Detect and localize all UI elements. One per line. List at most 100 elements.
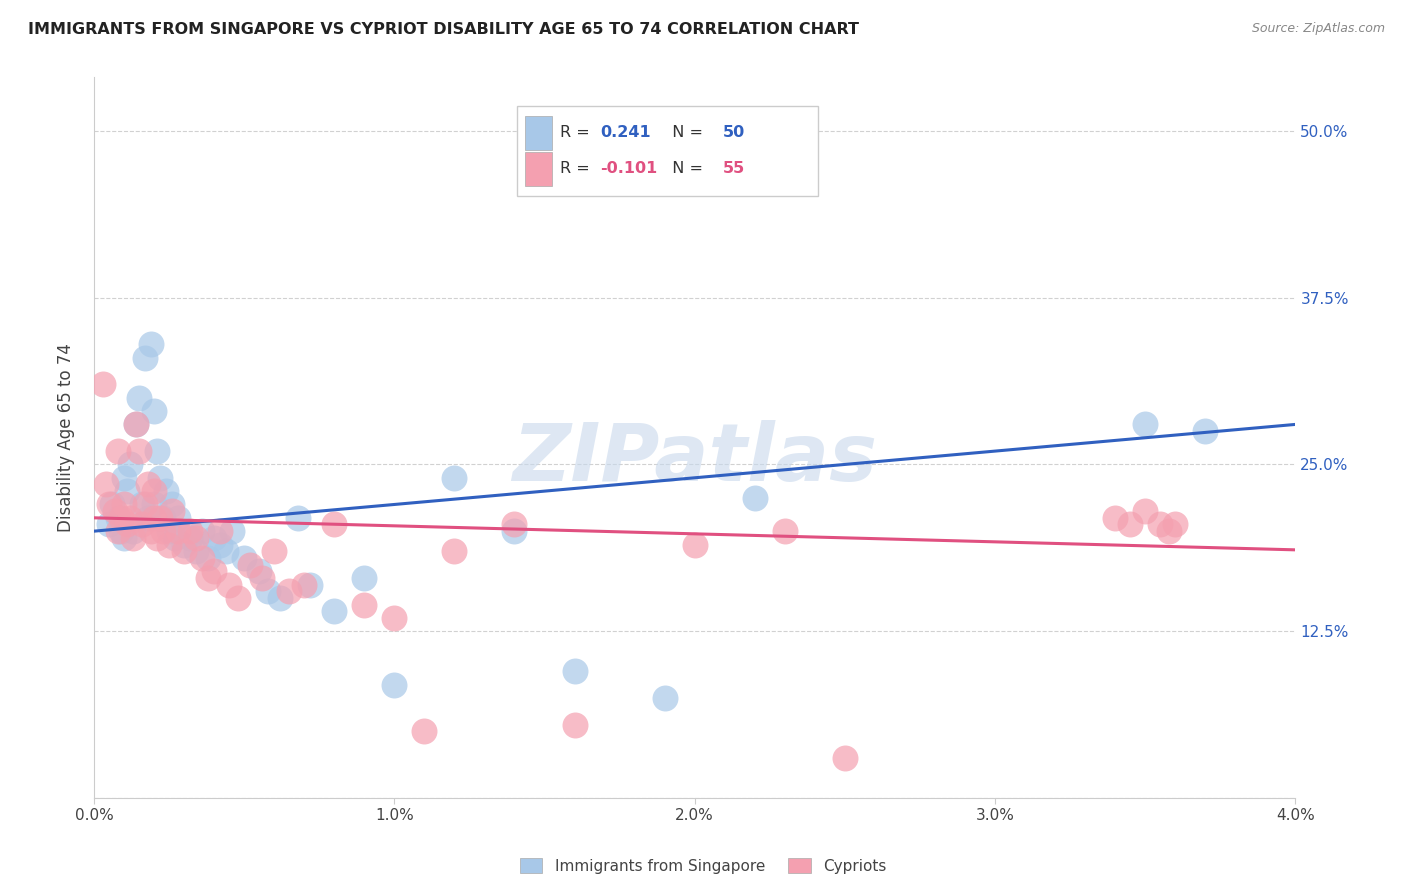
Point [160,504,183,518]
Point [134,498,156,512]
Point [247,564,270,578]
Point [146,444,169,458]
Point [443,544,465,558]
Point [112,471,135,485]
Point [152,511,174,525]
Point [239,558,262,572]
Legend: Immigrants from Singapore, Cypriots: Immigrants from Singapore, Cypriots [513,852,893,880]
Point [146,531,169,545]
Point [269,591,291,605]
Point [110,511,132,525]
Point [112,531,135,545]
Point [143,484,166,499]
Point [157,524,180,538]
Point [139,337,162,351]
Point [91,377,114,392]
Point [773,524,796,538]
Point [184,544,207,558]
FancyBboxPatch shape [526,152,551,186]
Point [197,550,219,565]
Point [155,484,177,499]
Point [97,517,120,532]
Point [1149,517,1171,532]
Point [125,417,148,432]
Point [112,498,135,512]
Point [202,564,225,578]
Point [744,491,766,505]
Point [143,498,166,512]
Point [125,417,148,432]
Point [1159,524,1181,538]
Point [382,611,405,625]
Point [107,444,129,458]
Point [131,498,153,512]
Point [152,524,174,538]
Point [118,458,141,472]
Y-axis label: Disability Age 65 to 74: Disability Age 65 to 74 [58,343,75,533]
Point [101,498,124,512]
Text: 50: 50 [723,126,745,140]
Point [157,537,180,551]
Point [443,471,465,485]
Point [191,524,214,538]
Point [191,550,214,565]
Point [160,498,183,512]
Point [413,724,436,739]
Point [107,524,129,538]
Text: IMMIGRANTS FROM SINGAPORE VS CYPRIOT DISABILITY AGE 65 TO 74 CORRELATION CHART: IMMIGRANTS FROM SINGAPORE VS CYPRIOT DIS… [28,22,859,37]
Point [173,537,195,551]
Point [215,544,238,558]
Point [149,471,172,485]
FancyBboxPatch shape [526,116,551,150]
Point [104,504,127,518]
Point [1135,504,1157,518]
Point [128,391,150,405]
Point [654,690,676,705]
Point [179,531,201,545]
Point [167,524,190,538]
Text: N =: N = [662,161,709,177]
Point [1135,417,1157,432]
Point [683,537,706,551]
Point [94,477,117,491]
Point [1194,424,1216,438]
Point [564,665,586,679]
Point [118,511,141,525]
Point [209,537,232,551]
Point [382,678,405,692]
Point [131,517,153,532]
Point [163,531,186,545]
Point [209,524,232,538]
Point [287,511,309,525]
Point [257,584,280,599]
FancyBboxPatch shape [517,106,818,196]
Point [292,577,315,591]
Text: N =: N = [662,126,709,140]
Point [122,524,145,538]
Point [503,517,526,532]
Point [179,524,201,538]
Point [323,604,346,618]
Point [233,550,256,565]
Point [353,571,375,585]
Point [263,544,285,558]
Point [184,531,207,545]
Point [226,591,249,605]
Text: 55: 55 [723,161,745,177]
Point [834,751,856,765]
Text: 0.241: 0.241 [600,126,651,140]
Point [218,577,240,591]
Point [97,498,120,512]
Point [134,351,156,365]
Point [143,404,166,418]
Point [503,524,526,538]
Point [143,511,166,525]
Point [250,571,273,585]
Point [115,517,138,532]
Point [149,511,172,525]
Text: Source: ZipAtlas.com: Source: ZipAtlas.com [1251,22,1385,36]
Point [278,584,301,599]
Point [173,544,195,558]
Text: ZIPatlas: ZIPatlas [512,420,877,499]
Text: -0.101: -0.101 [600,161,657,177]
